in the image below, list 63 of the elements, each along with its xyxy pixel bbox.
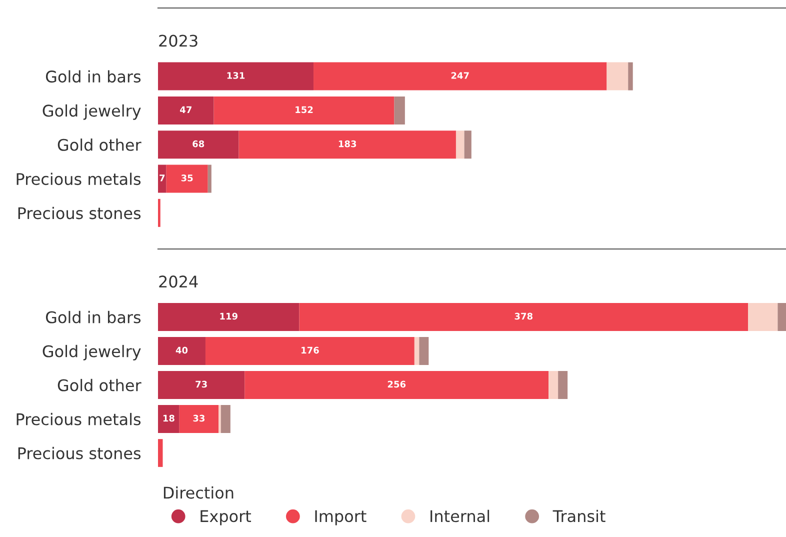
legend-label: Internal — [430, 510, 490, 522]
data-label: 68 — [192, 140, 204, 148]
bar — [414, 337, 420, 365]
data-label: 176 — [302, 346, 319, 354]
bar — [778, 303, 786, 331]
bar — [314, 62, 607, 90]
bar — [158, 439, 163, 467]
data-label: 35 — [181, 174, 193, 182]
data-label: 152 — [296, 106, 313, 114]
bar — [166, 164, 208, 193]
chart-title: 2023 — [159, 34, 198, 47]
bar — [628, 62, 633, 90]
y-tick-label: Precious metals — [16, 412, 141, 426]
bar — [208, 164, 212, 193]
bar — [419, 337, 429, 365]
data-label: 33 — [193, 414, 205, 422]
bar — [179, 405, 219, 433]
bar — [464, 130, 472, 159]
bar — [158, 96, 214, 124]
y-tick-label: Precious stones — [18, 206, 141, 220]
data-label: 119 — [220, 312, 238, 320]
bar — [158, 371, 245, 399]
chart-title: 2024 — [159, 276, 198, 288]
bar — [220, 405, 230, 433]
y-tick-label: Gold in bars — [46, 70, 141, 83]
bar — [158, 62, 314, 90]
data-label: 378 — [514, 312, 533, 320]
bar — [748, 303, 778, 331]
bar — [558, 371, 568, 399]
bar — [158, 164, 166, 193]
data-label: 18 — [163, 414, 174, 422]
bar — [205, 337, 414, 365]
y-tick-label: Gold jewelry — [42, 344, 141, 360]
bar — [394, 96, 405, 124]
bar — [606, 62, 628, 90]
bar — [456, 130, 464, 159]
bar — [158, 303, 300, 331]
data-label: 40 — [176, 346, 188, 354]
data-label: 7 — [160, 174, 165, 182]
legend-label: Transit — [552, 510, 606, 522]
legend-label: Import — [315, 510, 366, 526]
bar — [238, 130, 456, 159]
y-tick-label: Precious metals — [16, 172, 141, 186]
bar — [158, 405, 180, 433]
y-tick-label: Gold in bars — [46, 310, 141, 324]
data-label: 47 — [180, 106, 192, 113]
legend-title: Direction — [164, 486, 234, 499]
bar — [158, 130, 239, 159]
data-label: 73 — [196, 380, 207, 388]
bar — [244, 371, 549, 399]
y-tick-label: Precious stones — [18, 446, 141, 460]
y-tick-label: Gold jewelry — [42, 104, 141, 120]
bar — [548, 371, 558, 399]
y-tick-label: Gold other — [58, 138, 142, 151]
data-label: 183 — [338, 140, 356, 148]
data-label: 256 — [388, 380, 406, 388]
bar — [158, 337, 206, 365]
data-label: 131 — [227, 72, 245, 79]
bar — [214, 96, 394, 124]
legend-label: Export — [200, 510, 252, 526]
bar — [299, 303, 748, 331]
data-label: 247 — [451, 72, 469, 79]
y-tick-label: Gold other — [58, 378, 142, 392]
